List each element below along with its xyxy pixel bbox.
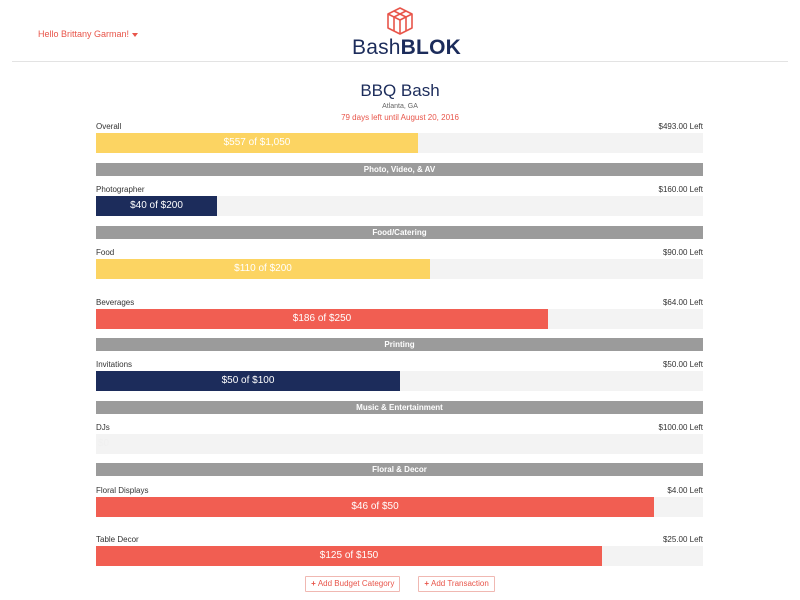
- progress-fill: [96, 196, 217, 216]
- budget-row-name: Invitations: [96, 360, 133, 369]
- budget-row-overall[interactable]: Overall $493.00 Left $557 of $1,050: [96, 122, 703, 154]
- brand-name: BashBLOK: [352, 36, 461, 59]
- progress-label: $110 of $200: [234, 263, 292, 274]
- event-location: Atlanta, GA: [382, 103, 418, 110]
- progress-track: $40 of $200: [96, 196, 703, 216]
- progress-label: $46 of $50: [351, 501, 399, 512]
- progress-fill: [96, 133, 418, 153]
- progress-track: $46 of $50: [96, 497, 703, 517]
- budget-row-remaining: $64.00 Left: [662, 298, 703, 307]
- progress-fill: [96, 371, 400, 391]
- budget-row-remaining: $50.00 Left: [662, 360, 703, 369]
- progress-fill: [96, 259, 430, 279]
- progress-label: $125 of $150: [319, 550, 379, 561]
- budget-row-name: Overall: [96, 122, 122, 131]
- event-title: BBQ Bash: [360, 81, 440, 100]
- user-greeting: Hello Brittany Garman!: [38, 29, 130, 39]
- budget-row[interactable]: DJs $100.00 Left $0: [96, 423, 703, 455]
- progress-label: $50 of $100: [221, 375, 275, 386]
- progress-label: $557 of $1,050: [223, 137, 291, 148]
- budget-row[interactable]: Photographer $160.00 Left $40 of $200: [96, 185, 703, 217]
- plus-icon: +: [424, 579, 430, 588]
- caret-down-icon: [132, 32, 139, 37]
- category-header: Food/Catering: [96, 226, 703, 239]
- brand-logo[interactable]: BashBLOK: [352, 6, 461, 59]
- category-header: Floral & Decor: [96, 463, 703, 476]
- progress-fill: [96, 497, 654, 517]
- budget-row-name: DJs: [96, 423, 110, 432]
- budget-row-remaining: $160.00 Left: [658, 185, 703, 194]
- budget-row-remaining: $25.00 Left: [662, 535, 703, 544]
- budget-row-name: Floral Displays: [96, 486, 149, 495]
- progress-track: $557 of $1,050: [96, 133, 703, 153]
- category-header: Photo, Video, & AV: [96, 163, 703, 176]
- box-logo-icon: [387, 7, 413, 35]
- progress-track: $0: [96, 434, 703, 454]
- progress-label: $186 of $250: [292, 313, 352, 324]
- progress-fill: [96, 546, 602, 566]
- event-countdown: 79 days left until August 20, 2016: [341, 113, 459, 122]
- progress-track: $50 of $100: [96, 371, 703, 391]
- budget-row-remaining: $90.00 Left: [662, 248, 703, 257]
- add-transaction-button[interactable]: + Add Transaction: [418, 576, 495, 592]
- budget-row-name: Table Decor: [96, 535, 139, 544]
- category-header: Printing: [96, 338, 703, 351]
- progress-track: $186 of $250: [96, 309, 703, 329]
- progress-track: $110 of $200: [96, 259, 703, 279]
- add-budget-category-button[interactable]: + Add Budget Category: [305, 576, 401, 592]
- budget-row-name: Beverages: [96, 298, 135, 307]
- plus-icon: +: [311, 579, 316, 588]
- budget-list: Overall $493.00 Left $557 of $1,050 Phot…: [96, 122, 703, 566]
- budget-row[interactable]: Food $90.00 Left $110 of $200: [96, 248, 703, 280]
- top-navigation: Hello Brittany Garman! BashBLOK: [0, 0, 800, 62]
- category-header: Music & Entertainment: [96, 401, 703, 414]
- budget-row-name: Photographer: [96, 185, 145, 194]
- budget-row-name: Food: [96, 248, 115, 257]
- progress-track: $125 of $150: [96, 546, 703, 566]
- progress-label: $0: [98, 438, 110, 449]
- budget-row[interactable]: Table Decor $25.00 Left $125 of $150: [96, 535, 703, 567]
- header-divider: [12, 61, 788, 62]
- budget-row[interactable]: Invitations $50.00 Left $50 of $100: [96, 360, 703, 392]
- progress-fill: [96, 309, 548, 329]
- event-header: BBQ Bash Atlanta, GA 79 days left until …: [0, 81, 800, 124]
- budget-row-remaining: $4.00 Left: [667, 486, 703, 495]
- progress-label: $40 of $200: [130, 200, 183, 211]
- budget-row-remaining: $100.00 Left: [658, 423, 703, 432]
- user-menu-dropdown[interactable]: Hello Brittany Garman!: [38, 29, 139, 39]
- budget-row[interactable]: Floral Displays $4.00 Left $46 of $50: [96, 486, 703, 518]
- budget-actions: + Add Budget Category + Add Transaction: [0, 576, 800, 592]
- budget-row-remaining: $493.00 Left: [658, 122, 703, 131]
- budget-row[interactable]: Beverages $64.00 Left $186 of $250: [96, 298, 703, 330]
